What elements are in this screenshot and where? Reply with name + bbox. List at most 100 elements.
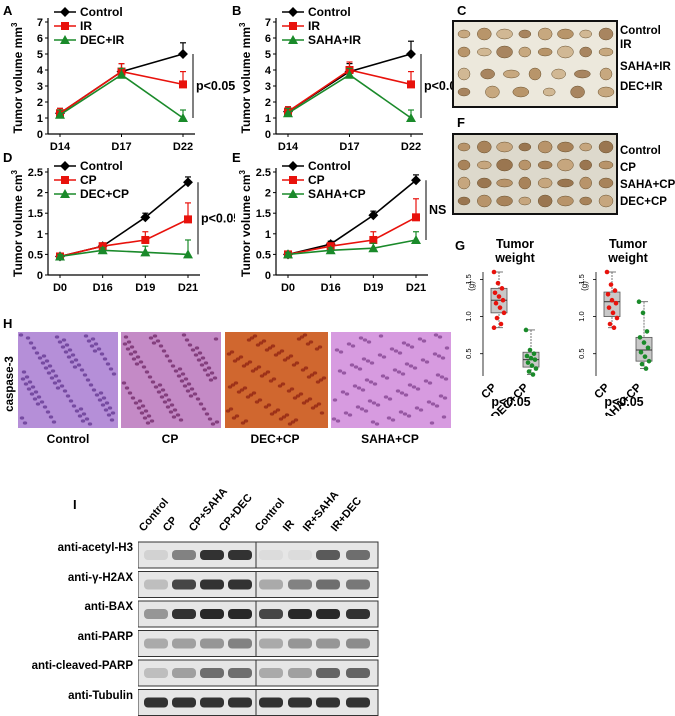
legend-label: SAHA+CP: [308, 187, 366, 201]
cell-nucleus: [45, 410, 51, 414]
data-point: [406, 49, 416, 59]
cell-nucleus: [299, 335, 305, 339]
cell-nucleus: [73, 358, 79, 362]
cell-nucleus: [389, 347, 395, 351]
legend-label: DEC+CP: [80, 187, 129, 201]
box-data-point: [611, 325, 617, 331]
cell-nucleus: [138, 360, 144, 364]
blot-band: [172, 609, 196, 619]
photo-c-row-label: IR: [620, 39, 632, 51]
y-tick-label: 0.5: [256, 249, 271, 261]
data-point: [412, 213, 420, 222]
western-blot-row-label: anti-Tubulin: [68, 690, 133, 702]
cell-nucleus: [350, 344, 356, 348]
blot-band: [346, 697, 370, 708]
cell-nucleus: [269, 412, 275, 416]
cell-nucleus: [47, 364, 53, 368]
cell-nucleus: [181, 333, 187, 337]
cell-nucleus: [162, 400, 168, 404]
data-point: [368, 243, 379, 253]
legend-marker: [288, 161, 298, 171]
cell-nucleus: [83, 334, 89, 338]
tumor-specimen: [598, 27, 614, 41]
box-unit: (g): [467, 281, 476, 291]
cell-nucleus: [98, 391, 104, 395]
cell-nucleus: [263, 405, 269, 409]
blot-band: [259, 579, 283, 590]
cell-nucleus: [266, 403, 272, 407]
cell-nucleus: [20, 377, 26, 381]
cell-nucleus: [200, 356, 206, 360]
blot-band: [288, 609, 312, 619]
blot-band: [316, 609, 340, 619]
cell-nucleus: [24, 375, 30, 379]
tumor-specimen: [599, 67, 613, 81]
tumor-specimen: [477, 160, 492, 170]
cell-nucleus: [92, 349, 98, 353]
cell-nucleus: [22, 421, 28, 425]
tumor-photo-ir-image: [457, 27, 615, 99]
box-data-point: [640, 310, 646, 316]
blot-band: [346, 550, 370, 560]
tumor-specimen: [512, 86, 530, 98]
cell-nucleus: [244, 362, 250, 366]
cell-nucleus: [294, 361, 300, 365]
box-data-point: [500, 297, 506, 303]
tumor-specimen: [528, 67, 542, 81]
cell-nucleus: [176, 374, 182, 378]
box-y-tick-label: 0.5: [464, 348, 473, 358]
legend-marker: [288, 35, 298, 44]
cell-nucleus: [50, 369, 56, 373]
cell-nucleus: [301, 401, 307, 405]
box-data-point: [492, 290, 498, 296]
cell-nucleus: [296, 337, 302, 341]
cell-nucleus: [111, 372, 117, 376]
blot-band: [144, 609, 168, 619]
cell-nucleus: [369, 361, 375, 365]
cell-nucleus: [300, 368, 306, 372]
cell-nucleus: [107, 406, 113, 410]
tumor-specimen: [496, 141, 513, 153]
x-tick-label: D14: [50, 141, 71, 150]
cell-nucleus: [424, 360, 430, 364]
cell-nucleus: [71, 404, 77, 408]
cell-nucleus: [226, 352, 232, 356]
cell-nucleus: [360, 388, 366, 392]
cell-nucleus: [370, 420, 376, 424]
y-tick-label: 1.5: [256, 208, 271, 220]
cell-nucleus: [433, 333, 439, 337]
box-data-point: [491, 325, 497, 331]
cell-nucleus: [150, 380, 156, 384]
box-data-point: [527, 347, 533, 353]
cell-nucleus: [241, 364, 247, 368]
cell-nucleus: [161, 349, 167, 353]
cell-nucleus: [25, 336, 31, 340]
box-y-tick-label: 1.0: [577, 311, 586, 321]
box-data-point: [644, 329, 650, 334]
cell-nucleus: [187, 343, 193, 347]
histology-tile: [225, 332, 328, 428]
cell-nucleus: [358, 336, 364, 340]
cell-nucleus: [196, 358, 202, 362]
x-tick-label: D16: [93, 282, 113, 294]
cell-nucleus: [335, 419, 341, 423]
box-data-point: [525, 360, 531, 365]
cell-nucleus: [402, 412, 408, 416]
cell-nucleus: [371, 401, 377, 405]
blot-band: [288, 668, 312, 678]
cell-nucleus: [406, 414, 412, 418]
y-axis-label-unit: 3: [238, 169, 247, 174]
blot-band: [172, 579, 196, 590]
cell-nucleus: [156, 390, 162, 394]
y-tick-label: 4: [37, 65, 44, 77]
cell-nucleus: [337, 369, 343, 373]
box-p-value: p<0.05: [604, 395, 643, 409]
tumor-photo-cp-image: [457, 140, 614, 208]
blot-band: [288, 697, 312, 708]
cell-nucleus: [259, 374, 265, 378]
cell-nucleus: [193, 353, 199, 357]
cell-nucleus: [437, 335, 443, 339]
cell-nucleus: [158, 344, 164, 348]
p-value-label: p<0.05: [196, 79, 235, 93]
cell-nucleus: [137, 399, 143, 403]
